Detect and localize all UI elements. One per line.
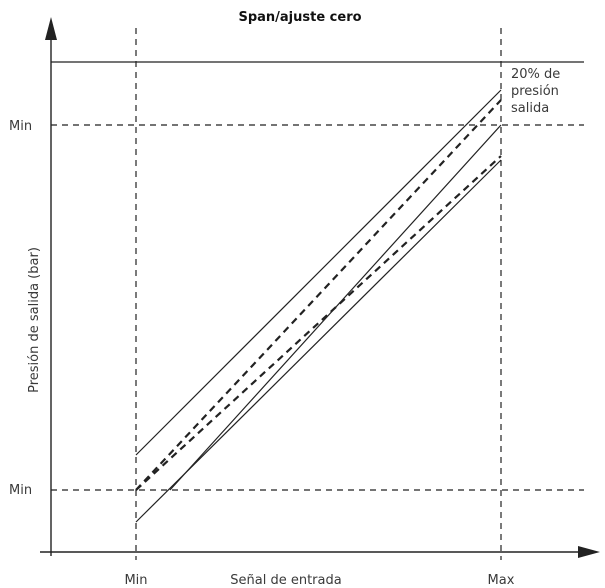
x-tick-left: Min [124, 573, 147, 588]
annotation-line-3: salida [511, 101, 549, 116]
y-tick-lower: Min [9, 483, 32, 498]
x-tick-right: Max [488, 573, 515, 588]
diagram-title: Span/ajuste cero [238, 10, 361, 25]
span-adjusted-lower-line [135, 155, 502, 491]
annotation-line-2: presión [511, 84, 559, 99]
span-adjusted-upper-line [135, 99, 502, 491]
annotation-line-1: 20% de [511, 67, 560, 82]
y-tick-upper: Min [9, 119, 32, 134]
upper-tolerance-line [135, 89, 502, 456]
y-axis-arrow [45, 17, 57, 40]
y-axis-label: Presión de salida (bar) [27, 247, 42, 393]
x-axis-arrow [578, 546, 600, 558]
x-axis-label: Señal de entrada [230, 573, 341, 588]
lower-tolerance-line [135, 159, 502, 523]
